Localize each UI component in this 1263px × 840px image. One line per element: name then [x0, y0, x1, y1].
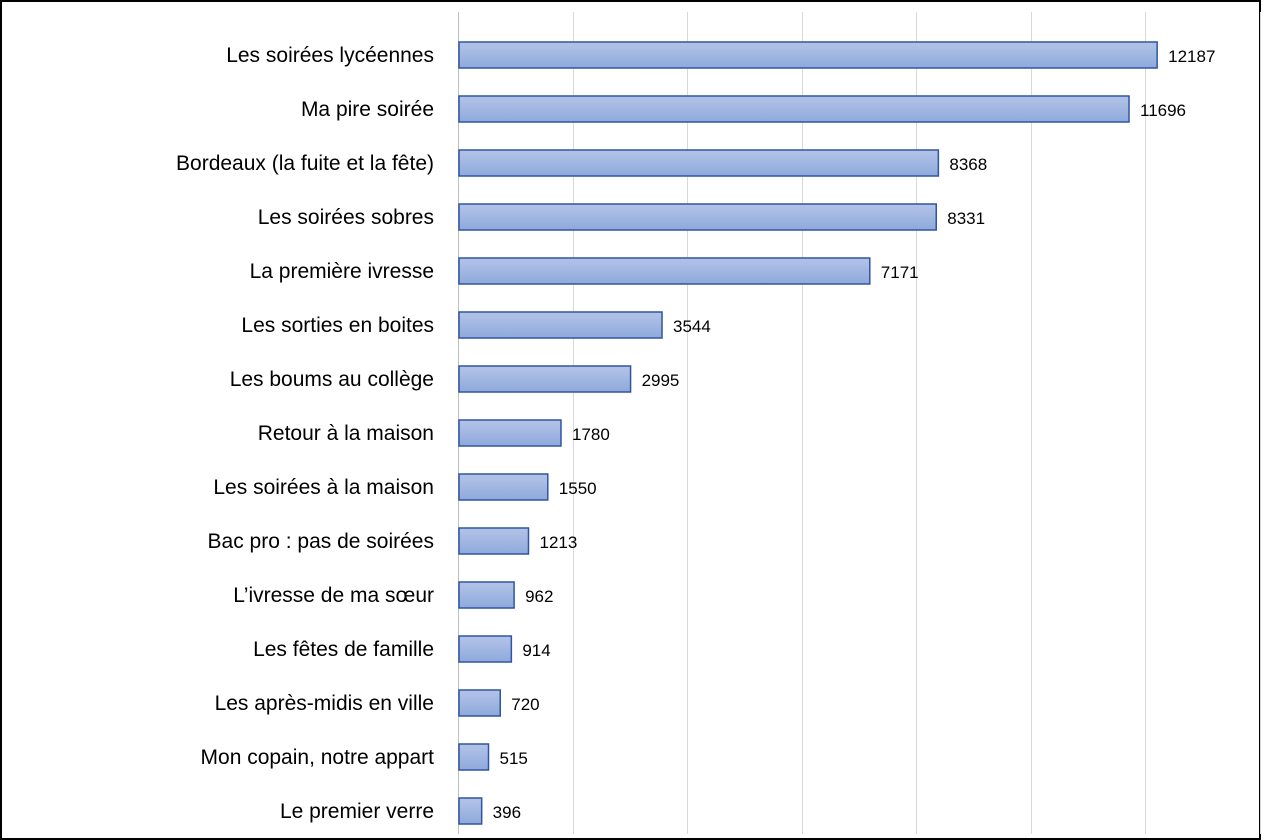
data-label: 1550 — [559, 479, 597, 498]
data-label: 2995 — [642, 371, 680, 390]
bar — [458, 149, 940, 177]
category-label: Ma pire soirée — [301, 98, 434, 121]
bar — [458, 311, 663, 339]
bar — [458, 473, 549, 501]
data-label: 7171 — [881, 263, 919, 282]
data-label: 3544 — [673, 317, 711, 336]
data-label: 1213 — [539, 533, 577, 552]
bar — [458, 689, 501, 717]
category-label: Les boums au collège — [230, 368, 434, 391]
data-label: 515 — [500, 749, 528, 768]
data-label: 962 — [525, 587, 553, 606]
bar — [458, 743, 490, 771]
category-label: La première ivresse — [250, 260, 434, 283]
bar — [458, 581, 515, 609]
bar — [458, 635, 513, 663]
bar — [458, 527, 530, 555]
bar — [458, 797, 483, 825]
data-label: 11696 — [1140, 101, 1186, 120]
category-labels: Les soirées lycéennes Ma pire soirée Borde… — [176, 44, 434, 823]
category-label: Bac pro : pas de soirées — [208, 530, 434, 553]
data-label: 12187 — [1168, 47, 1215, 66]
category-label: Les soirées sobres — [258, 206, 434, 229]
category-label: Les sorties en boites — [241, 314, 434, 337]
gridlines — [458, 12, 1261, 834]
category-label: Les après-midis en ville — [215, 692, 434, 715]
data-label: 8368 — [949, 155, 987, 174]
bar — [458, 95, 1130, 123]
category-label: Le premier verre — [280, 800, 434, 823]
bar — [458, 203, 937, 231]
category-label: L’ivresse de ma sœur — [233, 584, 434, 607]
bar — [458, 419, 562, 447]
data-label: 914 — [522, 641, 550, 660]
bar — [458, 257, 871, 285]
category-label: Les fêtes de famille — [253, 638, 434, 661]
category-label: Mon copain, notre appart — [201, 746, 435, 769]
category-label: Les soirées lycéennes — [226, 44, 434, 67]
category-label: Les soirées à la maison — [213, 476, 434, 499]
bar — [458, 365, 632, 393]
data-label: 720 — [511, 695, 539, 714]
data-label: 396 — [493, 803, 521, 822]
data-label: 1780 — [572, 425, 610, 444]
category-label: Retour à la maison — [258, 422, 434, 445]
bars — [458, 41, 1158, 825]
bar — [458, 41, 1158, 69]
value-labels: 12187 11696 8368 8331 7171 3544 2995 1780 1550 12… — [493, 47, 1216, 822]
data-label: 8331 — [947, 209, 985, 228]
category-label: Bordeaux (la fuite et la fête) — [176, 152, 434, 175]
